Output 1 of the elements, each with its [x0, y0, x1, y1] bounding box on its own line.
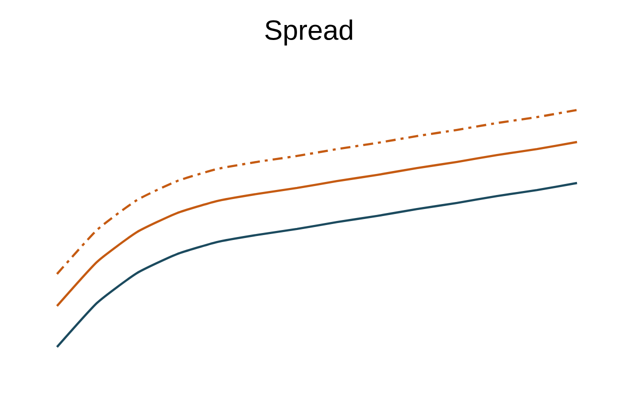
chart-title: Spread	[265, 20, 352, 46]
